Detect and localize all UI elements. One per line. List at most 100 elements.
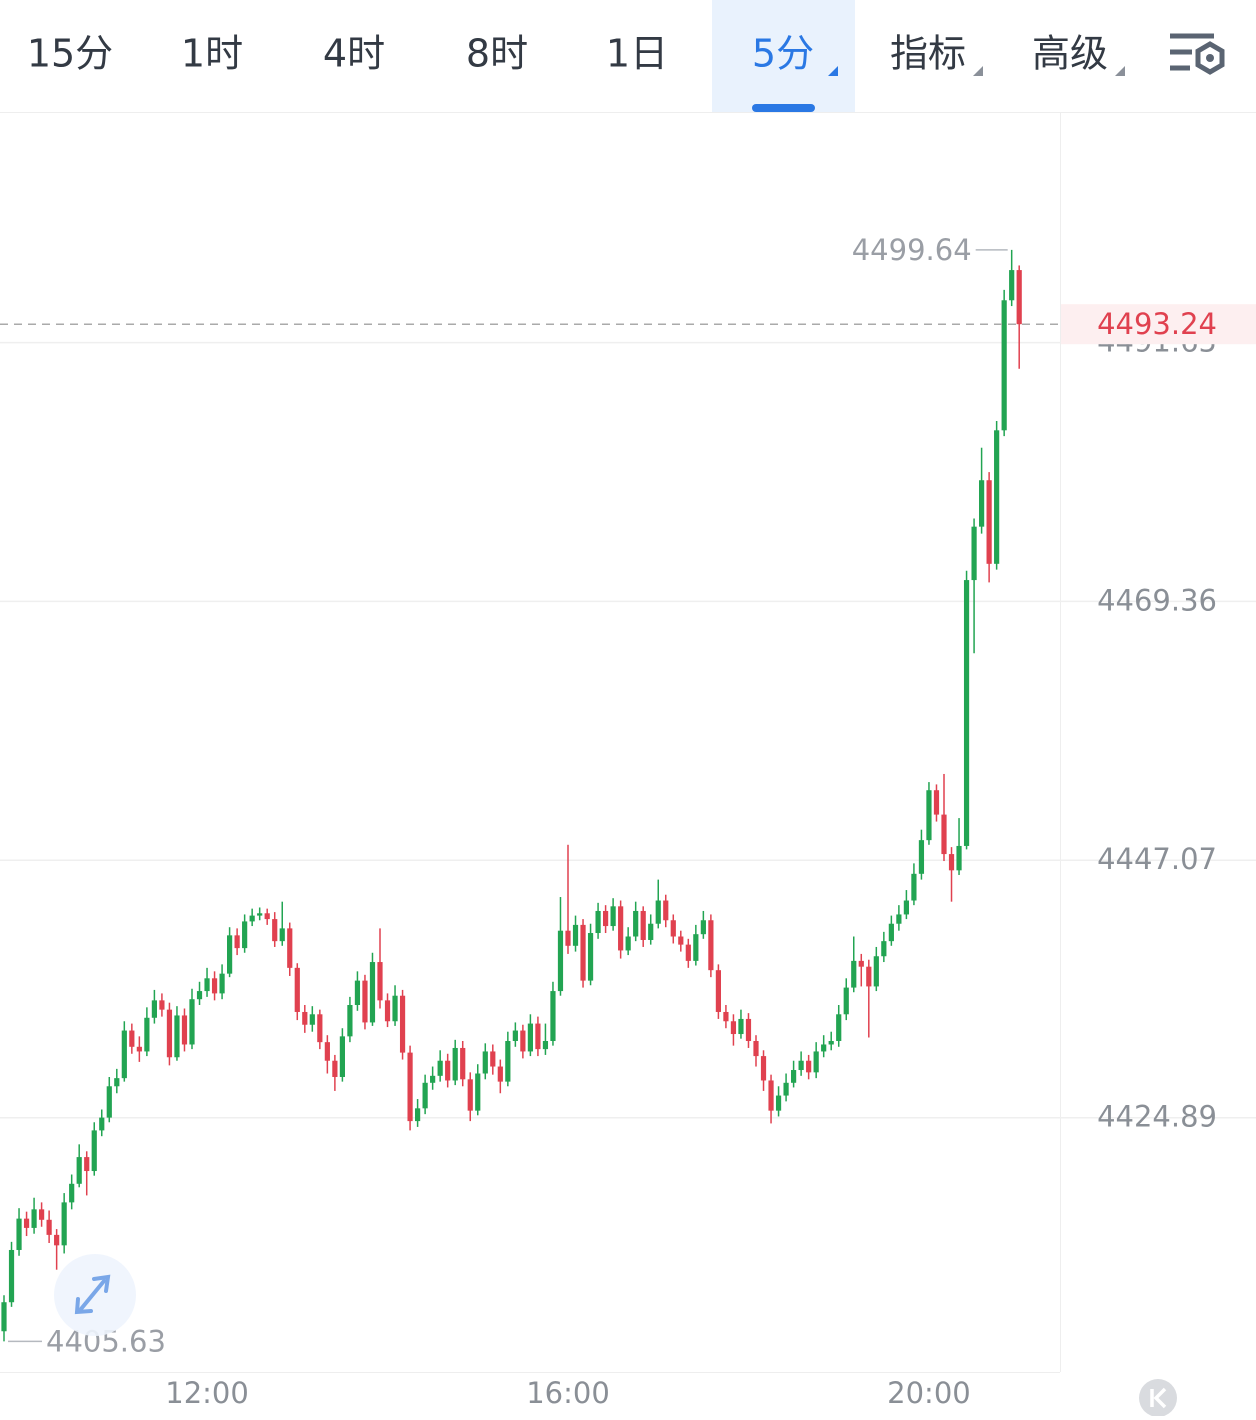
- candle-body: [294, 967, 300, 1012]
- candle-body: [332, 1060, 338, 1077]
- candle-body: [430, 1075, 436, 1083]
- tab[interactable]: 4时: [323, 32, 385, 76]
- tab[interactable]: 1日: [606, 32, 668, 76]
- candle-body: [69, 1183, 75, 1203]
- candle-body: [565, 930, 571, 946]
- candle-body: [362, 980, 368, 1023]
- candle-body: [490, 1051, 496, 1067]
- candle-body: [257, 913, 263, 916]
- candle-body: [775, 1095, 782, 1111]
- tab[interactable]: 15分: [27, 32, 113, 76]
- candle-body: [806, 1060, 812, 1073]
- candle-body: [587, 933, 594, 981]
- candle-body: [452, 1047, 458, 1081]
- y-tick-label: 4447.07: [1097, 842, 1217, 876]
- candle-body: [753, 1040, 759, 1057]
- candle-body: [287, 928, 293, 968]
- candle-body: [557, 930, 564, 992]
- candle-body: [482, 1051, 488, 1074]
- candle-body: [843, 987, 849, 1015]
- candle-body: [542, 1040, 549, 1050]
- candle-body: [91, 1130, 97, 1172]
- candle-body: [640, 910, 646, 940]
- candle-body: [136, 1046, 142, 1052]
- dropdown-caret: [973, 66, 983, 76]
- candle-body: [512, 1030, 518, 1041]
- candle-body: [941, 814, 947, 855]
- candle-body: [851, 960, 857, 988]
- candle-body: [392, 995, 398, 1022]
- candle-body: [151, 1000, 157, 1018]
- candle-body: [520, 1030, 526, 1052]
- candle-body: [1009, 270, 1015, 301]
- candle-body: [399, 995, 406, 1053]
- candle-body: [926, 790, 932, 841]
- tab[interactable]: 8时: [466, 32, 528, 76]
- candle-body: [618, 906, 624, 951]
- candle-body: [174, 1015, 180, 1058]
- candle-body: [76, 1157, 82, 1184]
- candle-body: [369, 962, 376, 1023]
- candle-body: [986, 480, 992, 564]
- candle-body: [798, 1060, 804, 1071]
- y-tick-label: 4424.89: [1097, 1100, 1217, 1134]
- candle-body: [279, 928, 285, 942]
- candle-body: [858, 960, 864, 967]
- candle-body: [437, 1060, 443, 1076]
- candle-body: [933, 790, 940, 815]
- tab[interactable]: 指标: [890, 32, 966, 76]
- candle-body: [106, 1086, 112, 1118]
- candle-body: [625, 936, 631, 951]
- candle-body: [633, 910, 639, 937]
- candle-body: [1001, 300, 1007, 431]
- candle-body: [23, 1218, 30, 1228]
- tab-bar: [0, 0, 1256, 112]
- tab[interactable]: 1时: [181, 32, 243, 76]
- candle-body: [347, 1005, 353, 1037]
- candle-body: [196, 991, 203, 1000]
- candle-body: [700, 920, 706, 935]
- candle-body: [903, 900, 909, 915]
- candle-body: [166, 1009, 173, 1058]
- candle-body: [873, 956, 879, 987]
- candle-body: [272, 919, 278, 942]
- x-tick-label: 12:00: [165, 1376, 249, 1410]
- candle-body: [791, 1070, 797, 1083]
- candle-body: [264, 913, 270, 920]
- active-tab-indicator: [752, 104, 815, 112]
- candle-body: [994, 430, 1000, 564]
- candle-body: [708, 920, 714, 971]
- dropdown-caret: [828, 66, 838, 76]
- expand-button[interactable]: [54, 1254, 136, 1336]
- candle-body: [467, 1079, 473, 1111]
- candle-body: [497, 1066, 503, 1082]
- settings-icon[interactable]: [1170, 33, 1225, 75]
- candle-body: [384, 1000, 391, 1022]
- candle-body: [317, 1014, 323, 1043]
- candle-body: [211, 978, 218, 994]
- candle-body: [415, 1108, 421, 1122]
- tab[interactable]: 高级: [1032, 32, 1108, 76]
- candle-body: [377, 962, 383, 1001]
- tab[interactable]: 5分: [752, 32, 814, 76]
- candle-body: [963, 580, 970, 846]
- candle-body: [309, 1014, 315, 1025]
- candle-body: [475, 1073, 481, 1111]
- candle-body: [821, 1044, 827, 1052]
- candle-body: [1016, 270, 1022, 325]
- candle-body: [1, 1302, 7, 1332]
- candle-body: [956, 845, 962, 871]
- candle-body: [715, 970, 721, 1012]
- candle-body: [813, 1051, 819, 1073]
- candle-body: [670, 920, 676, 937]
- candle-body: [648, 923, 654, 940]
- candles: [1, 249, 1022, 1342]
- candle-body: [685, 944, 691, 961]
- candle-body: [46, 1219, 52, 1235]
- candle-body: [505, 1040, 511, 1082]
- back-button[interactable]: [1139, 1379, 1177, 1417]
- candle-body: [204, 978, 210, 992]
- x-tick-label: 16:00: [526, 1376, 610, 1410]
- candle-body: [866, 966, 872, 987]
